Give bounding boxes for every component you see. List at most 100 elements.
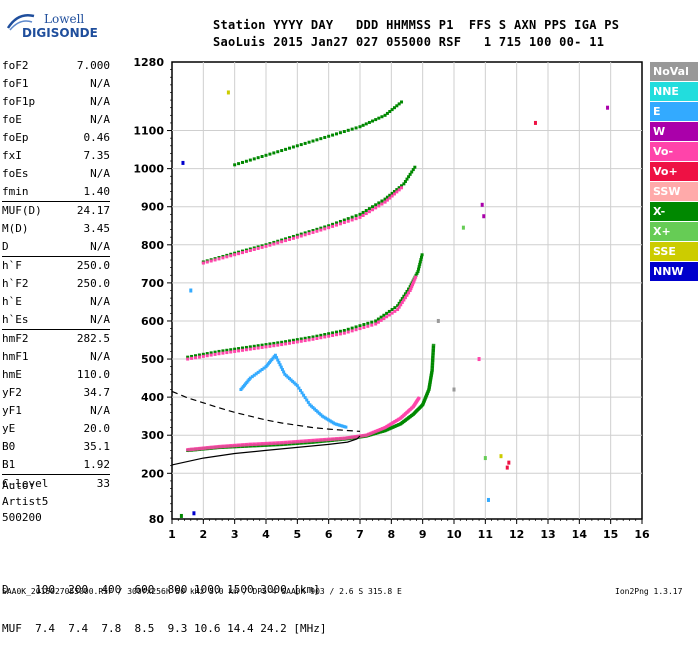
echo-point: [299, 234, 303, 238]
echo-point: [313, 407, 317, 411]
echo-point: [280, 368, 284, 372]
echo-point: [402, 298, 406, 302]
echo-point: [385, 195, 389, 199]
echo-point: [407, 287, 411, 291]
echo-point: [311, 230, 315, 234]
param-key: B0: [2, 440, 16, 453]
echo-point: [342, 130, 346, 134]
echo-point: [342, 425, 346, 429]
echo-point: [280, 238, 284, 242]
param-row: foE N/A: [2, 111, 110, 129]
echo-point: [380, 199, 384, 203]
echo-point: [244, 159, 248, 163]
echo-point: [288, 341, 291, 345]
echo-point: [284, 237, 288, 241]
legend-item: SSW: [650, 182, 698, 201]
echo-point: [248, 249, 252, 253]
echo-point: [289, 378, 293, 382]
echo-point: [358, 324, 362, 328]
param-row: hmE 110.0: [2, 366, 110, 384]
echo-point: [395, 188, 399, 192]
legend-item: SSE: [650, 242, 698, 261]
color-legend: NoVal NNE E W Vo- Vo+ SSW X- X+ SSE NNW: [650, 62, 698, 282]
echo-point: [403, 292, 407, 296]
param-row: hmF1 N/A: [2, 348, 110, 366]
echo-point: [241, 160, 244, 164]
echo-point: [374, 319, 378, 323]
echo-trace-band: [187, 396, 421, 452]
echo-point: [346, 217, 350, 221]
param-key: MUF(D): [2, 204, 42, 217]
echo-point: [268, 152, 272, 156]
echo-point: [414, 273, 418, 277]
echo-point: [341, 424, 345, 428]
stray-echo-point: [606, 105, 610, 110]
echo-point: [361, 213, 365, 217]
param-key: hmF1: [2, 350, 29, 363]
param-row: foF1p N/A: [2, 93, 110, 111]
echo-point: [331, 224, 335, 228]
param-key: fxI: [2, 149, 22, 162]
param-row: yF1 N/A: [2, 402, 110, 420]
stray-echo-point: [505, 465, 509, 470]
echo-point: [276, 358, 280, 362]
echo-point: [366, 321, 370, 325]
echo-point: [388, 196, 392, 200]
echo-point: [319, 336, 323, 340]
echo-point: [297, 386, 301, 390]
echo-point: [221, 256, 225, 260]
stray-echo-point: [181, 160, 185, 165]
echo-point: [387, 309, 391, 313]
echo-point: [408, 172, 412, 176]
stray-echo-point: [189, 288, 193, 293]
echo-point: [418, 260, 422, 264]
echo-point: [367, 120, 371, 124]
echo-point: [217, 257, 221, 261]
param-row: h`F 250.0: [2, 257, 110, 275]
echo-point: [323, 135, 327, 139]
echo-point: [374, 118, 378, 122]
echo-point: [254, 372, 258, 376]
echo-point: [395, 104, 399, 108]
echo-point: [367, 207, 371, 211]
echo-point: [273, 353, 277, 357]
echo-point: [256, 344, 260, 348]
echo-point: [308, 403, 312, 407]
echo-point: [393, 306, 397, 310]
echo-point: [241, 251, 244, 255]
echo-point: [330, 420, 334, 424]
echo-point: [331, 222, 335, 226]
echo-point: [408, 285, 412, 289]
echo-point: [346, 128, 350, 132]
echo-point: [410, 170, 414, 174]
echo-point: [383, 197, 387, 201]
echo-point: [385, 198, 389, 202]
echo-point: [284, 147, 288, 151]
echo-point: [288, 146, 291, 150]
echo-point: [307, 232, 311, 236]
echo-point: [272, 341, 276, 345]
echo-point: [338, 219, 342, 223]
param-key: foF1: [2, 77, 29, 90]
header-line-2: SaoLuis 2015 Jan27 027 055000 RSF 1 715 …: [213, 35, 605, 49]
param-key: foE: [2, 113, 22, 126]
echo-point: [233, 349, 237, 353]
echo-point: [291, 341, 295, 345]
stray-echo-point: [179, 513, 183, 518]
echo-point: [291, 145, 295, 149]
echo-point: [407, 175, 411, 179]
echo-point: [295, 235, 299, 239]
param-key: foEp: [2, 131, 29, 144]
echo-point: [405, 177, 409, 181]
echo-point: [380, 115, 384, 119]
param-row: C-level 33: [2, 475, 110, 493]
echo-point: [276, 343, 280, 347]
echo-point: [397, 305, 401, 309]
echo-point: [416, 269, 420, 273]
echo-point: [205, 260, 209, 264]
echo-point: [284, 374, 288, 378]
echo-point: [307, 338, 311, 342]
echo-point: [286, 375, 290, 379]
echo-point: [213, 352, 217, 356]
x-tick-label: 8: [388, 528, 396, 541]
